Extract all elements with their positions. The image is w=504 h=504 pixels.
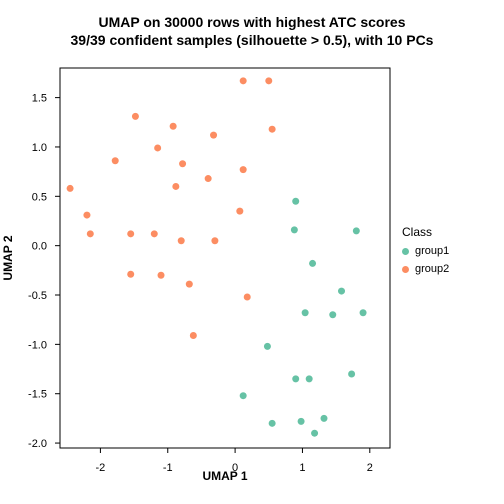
data-point [329, 311, 336, 318]
data-point [292, 375, 299, 382]
data-point [127, 271, 134, 278]
y-tick-label: -1.0 [28, 339, 47, 351]
y-tick-label: 1.5 [32, 93, 47, 105]
data-point [127, 230, 134, 237]
legend-title: Class [402, 225, 432, 239]
y-tick-label: 0.0 [32, 241, 47, 253]
data-point [210, 132, 217, 139]
data-point [360, 309, 367, 316]
data-point [338, 288, 345, 295]
data-point [87, 230, 94, 237]
data-point [240, 392, 247, 399]
data-point [269, 420, 276, 427]
data-point [112, 157, 119, 164]
x-tick-label: -2 [96, 462, 106, 474]
legend-item: group1 [402, 245, 449, 257]
data-point [291, 226, 298, 233]
data-point [179, 160, 186, 167]
data-point [264, 343, 271, 350]
data-point [205, 175, 212, 182]
y-tick-label: 1.0 [32, 142, 47, 154]
data-point [67, 185, 74, 192]
data-point [265, 77, 272, 84]
y-tick-label: -1.5 [28, 389, 47, 401]
data-point [172, 183, 179, 190]
data-point [178, 237, 185, 244]
y-tick-label: 0.5 [32, 191, 47, 203]
data-point [236, 208, 243, 215]
data-point [309, 260, 316, 267]
x-tick-label: 2 [367, 462, 373, 474]
data-point [244, 293, 251, 300]
data-point [240, 77, 247, 84]
y-axis-label: UMAP 2 [1, 235, 15, 280]
data-point [321, 415, 328, 422]
legend-swatch [402, 266, 409, 273]
chart-root: UMAP on 30000 rows with highest ATC scor… [0, 0, 504, 504]
data-point [132, 113, 139, 120]
data-point [151, 230, 158, 237]
legend-label: group2 [415, 263, 449, 275]
data-point [154, 144, 161, 151]
data-point [298, 418, 305, 425]
y-tick-label: -0.5 [28, 290, 47, 302]
data-point [302, 309, 309, 316]
data-point [83, 212, 90, 219]
data-point [186, 281, 193, 288]
legend-label: group1 [415, 245, 449, 257]
data-point [311, 430, 318, 437]
data-point [353, 227, 360, 234]
data-point [306, 375, 313, 382]
x-tick-label: -1 [163, 462, 173, 474]
x-axis-label: UMAP 1 [202, 469, 247, 483]
data-point [158, 272, 165, 279]
data-point [190, 332, 197, 339]
data-point [348, 370, 355, 377]
data-point [170, 123, 177, 130]
data-point [292, 198, 299, 205]
x-tick-label: 1 [299, 462, 305, 474]
plot-box [60, 68, 390, 448]
y-tick-label: -2.0 [28, 438, 47, 450]
legend-swatch [402, 248, 409, 255]
data-point [211, 237, 218, 244]
data-point [240, 166, 247, 173]
legend-item: group2 [402, 263, 449, 275]
data-point [269, 126, 276, 133]
